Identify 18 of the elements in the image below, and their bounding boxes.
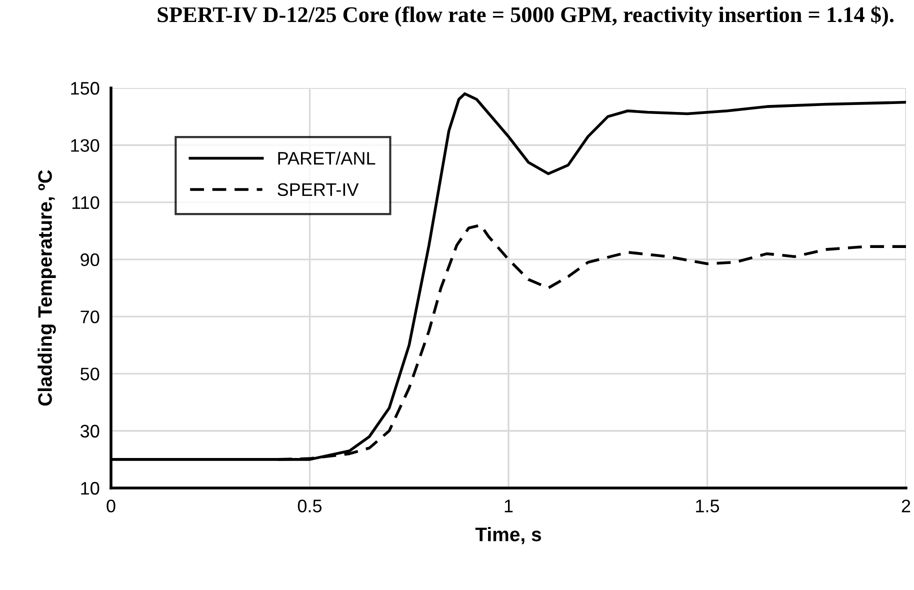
y-tick-label: 50: [80, 368, 100, 380]
legend-label: SPERT-IV: [278, 183, 359, 196]
x-tick-label: 0: [106, 500, 116, 512]
x-tick-label: 2: [902, 500, 910, 512]
y-tick-label: 70: [80, 310, 100, 324]
chart-title: SPERT-IV D-12/25 Core (flow rate = 5000 GPM, reactivity insertion = 1.14 $).: [158, 6, 894, 27]
x-tick-label: 0.5: [298, 500, 322, 512]
y-tick-label: 130: [71, 139, 100, 152]
y-tick-label: 30: [80, 424, 100, 438]
y-axis-title: Cladding Temperature, ºC: [38, 170, 56, 406]
x-axis-title: Time, s: [475, 527, 542, 544]
x-tick-label: 1: [504, 500, 513, 512]
y-tick-label: 150: [71, 82, 100, 95]
y-tick-label: 110: [72, 196, 100, 210]
legend-label: PARET/ANL: [278, 151, 376, 165]
y-tick-label: 90: [80, 253, 100, 266]
x-tick-label: 1.5: [696, 500, 720, 512]
y-tick-label: 10: [81, 482, 100, 495]
